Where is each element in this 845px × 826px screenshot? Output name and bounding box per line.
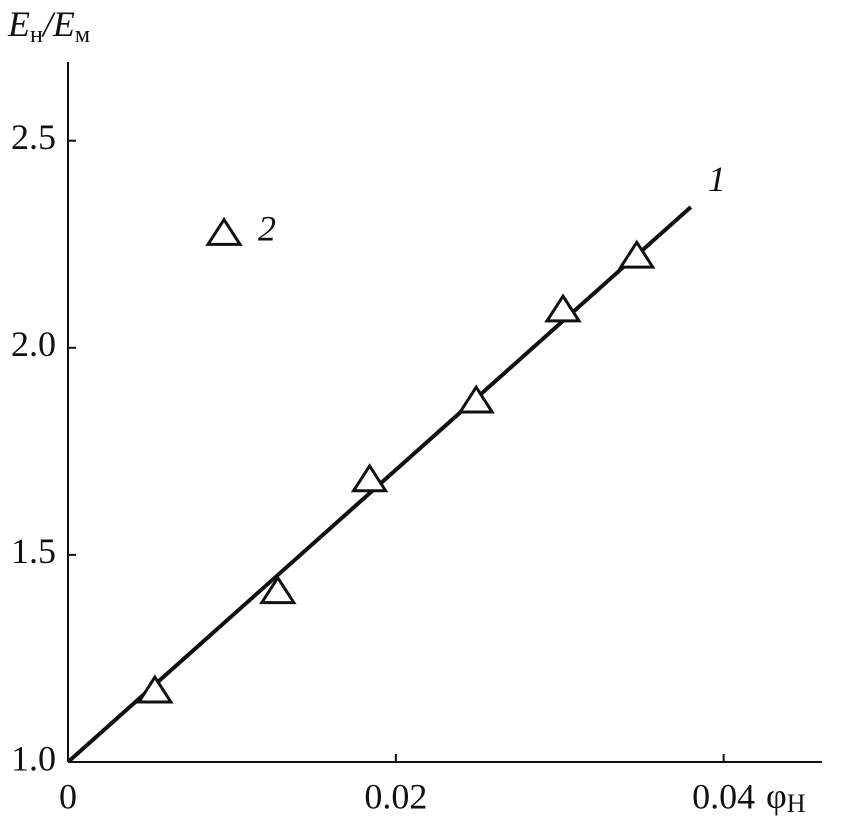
y-tick-label: 1.5 (11, 531, 56, 571)
marker (544, 293, 582, 323)
legend-marker (205, 216, 243, 246)
y-label-part: /E (41, 4, 75, 44)
legend-label: 2 (258, 208, 276, 248)
marker (618, 239, 656, 269)
x-label-part: H (787, 789, 806, 818)
marker (457, 384, 495, 414)
y-tick-label: 2.0 (11, 324, 56, 364)
x-tick-label: 0.04 (692, 776, 755, 816)
y-label-part: м (75, 22, 90, 48)
y-label-part: E (7, 4, 30, 44)
y-axis-label: Eн/Eм (7, 4, 90, 47)
x-tick-label: 0.02 (364, 776, 427, 816)
y-tick-label: 1.0 (11, 738, 56, 778)
x-label-part: φ (766, 776, 787, 816)
x-tick-label: 0 (59, 776, 77, 816)
series-label: 1 (708, 159, 726, 199)
marker (350, 463, 389, 493)
marker (259, 575, 297, 605)
marker (136, 674, 174, 704)
y-tick-label: 2.5 (11, 117, 56, 157)
x-axis-label: φH (766, 776, 806, 818)
y-label-part: н (30, 22, 43, 48)
